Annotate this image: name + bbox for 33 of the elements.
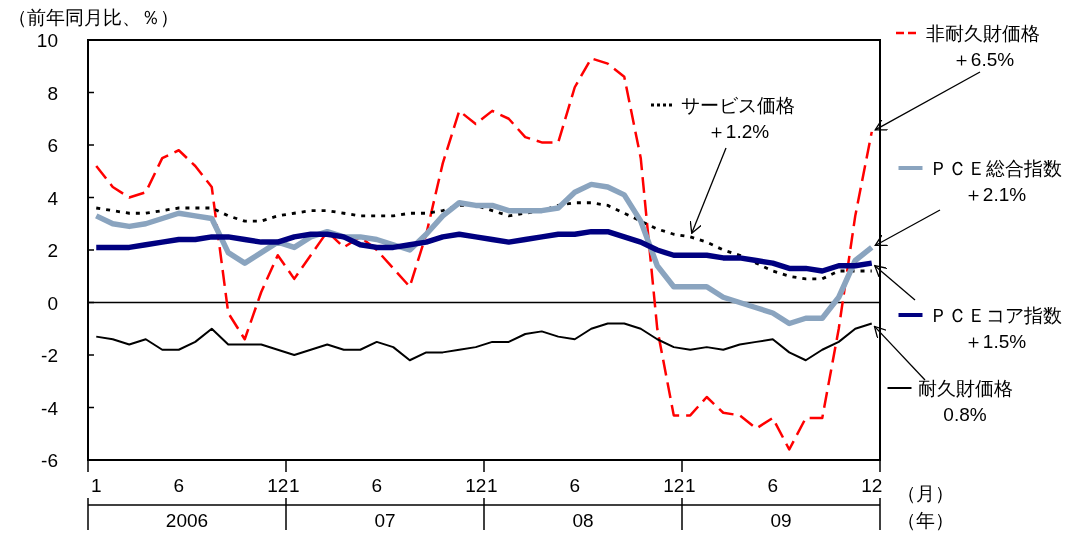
x-tick-label: 6 <box>767 475 779 496</box>
legend-label: 非耐久財価格＋6.5% <box>926 23 1040 70</box>
text: 08 <box>572 510 594 531</box>
text: 09 <box>770 510 792 531</box>
y-tick-label: -2 <box>41 345 58 366</box>
legend-label: 耐久財価格0.8% <box>917 378 1013 425</box>
text: 07 <box>374 510 396 531</box>
y-tick-label: -4 <box>41 397 59 419</box>
y-tick-label: 8 <box>47 82 58 104</box>
y-tick-label: 2 <box>47 240 58 261</box>
x-tick-label: 1 <box>684 475 696 496</box>
x-tick-label: 6 <box>569 475 581 496</box>
y-tick-label: 4 <box>47 187 59 209</box>
x-tick-label: 1 <box>90 475 102 496</box>
x-tick-label: 12 <box>861 475 883 496</box>
y-tick-label: -6 <box>41 450 58 471</box>
x-tick-label: 12 <box>465 475 487 496</box>
x-tick-label: 6 <box>371 475 383 496</box>
x-tick-label: 1 <box>288 475 300 496</box>
x-tick-label: 1 <box>486 475 498 496</box>
text: （年） <box>896 510 954 531</box>
legend-label: サービス価格＋1.2% <box>681 95 795 142</box>
legend-label: ＰＣＥコア指数＋1.5% <box>928 305 1062 352</box>
legend-label: ＰＣＥ総合指数＋2.1% <box>928 158 1062 205</box>
y-tick-label: 6 <box>47 135 58 156</box>
x-tick-label: 12 <box>663 475 685 496</box>
x-tick-label: 12 <box>267 475 289 496</box>
y-axis-title: （前年同月比、％） <box>8 7 179 28</box>
text: （月） <box>896 483 954 504</box>
y-tick-label: 0 <box>47 292 58 314</box>
x-tick-label: 6 <box>173 475 185 496</box>
text: 2006 <box>165 510 209 531</box>
y-tick-label: 10 <box>36 30 58 51</box>
